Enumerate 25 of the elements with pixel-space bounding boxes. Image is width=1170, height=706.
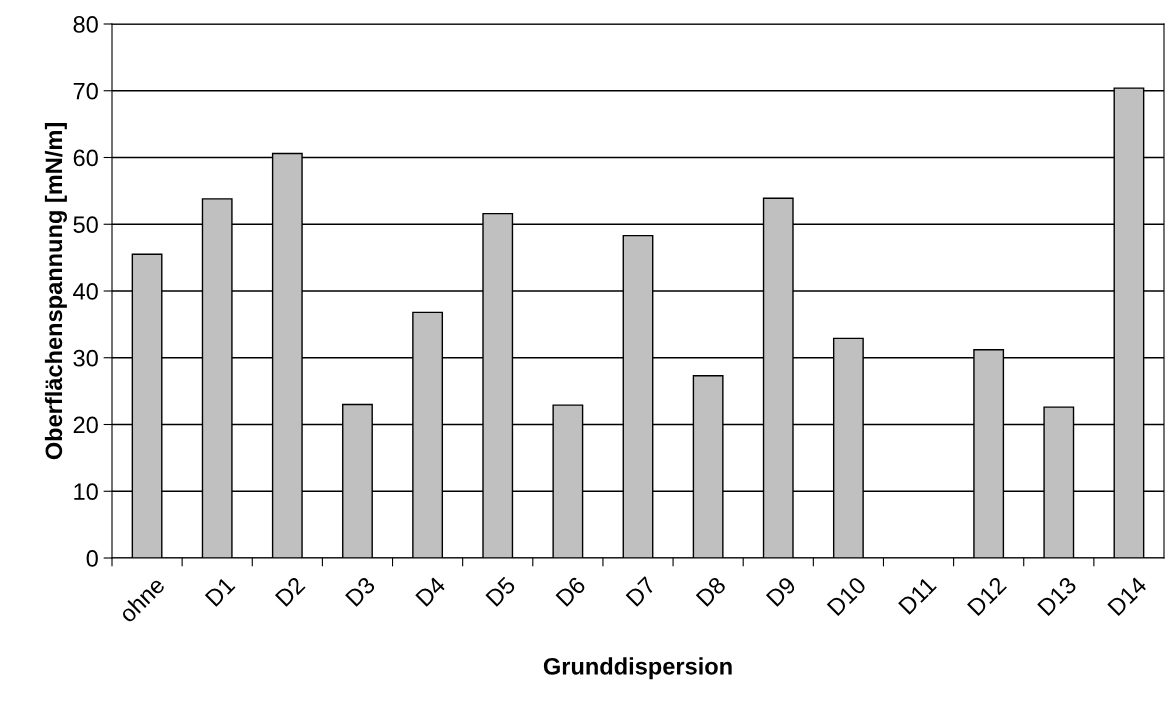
y-tick-label: 60 <box>73 149 98 167</box>
x-tick-label: D5 <box>485 576 517 607</box>
x-tick-label: D1 <box>204 576 236 607</box>
x-tick-label: D4 <box>415 575 447 607</box>
x-tick-label: D10 <box>826 575 868 617</box>
x-tick-label: D6 <box>555 575 587 607</box>
x-tick-label: D13 <box>1037 575 1078 617</box>
x-axis-title: Grunddispersion <box>543 657 732 680</box>
y-tick-label: 20 <box>73 416 98 434</box>
x-tick-label: D3 <box>344 575 377 607</box>
x-tick-label: D2 <box>274 575 306 607</box>
x-tick-label: D9 <box>765 575 797 607</box>
x-tick-label: D8 <box>695 575 727 607</box>
y-tick-label: 0 <box>86 550 98 567</box>
y-tick-label: 10 <box>74 483 98 501</box>
x-tick-label: D11 <box>898 576 937 615</box>
x-tick-label: D12 <box>966 575 1007 617</box>
y-tick-label: 70 <box>73 82 98 100</box>
x-tick-label: D7 <box>625 576 657 607</box>
x-tick-label: D14 <box>1107 575 1148 617</box>
y-tick-label: 30 <box>73 349 98 367</box>
y-axis-title: Oberflächenspannung [mN/m] <box>44 123 67 460</box>
y-tick-label: 80 <box>73 16 98 33</box>
y-tick-label: 50 <box>73 216 98 234</box>
y-tick-label: 40 <box>73 283 98 300</box>
